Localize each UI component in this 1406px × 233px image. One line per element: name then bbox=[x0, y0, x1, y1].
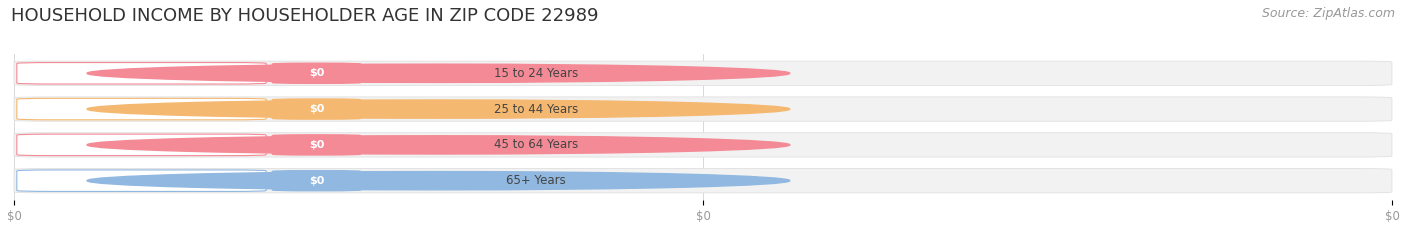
FancyBboxPatch shape bbox=[17, 134, 266, 156]
FancyBboxPatch shape bbox=[271, 98, 361, 120]
FancyBboxPatch shape bbox=[17, 62, 266, 84]
Circle shape bbox=[87, 100, 790, 118]
Text: 15 to 24 Years: 15 to 24 Years bbox=[494, 67, 578, 80]
Text: $0: $0 bbox=[309, 104, 325, 114]
FancyBboxPatch shape bbox=[14, 97, 1392, 121]
Text: 65+ Years: 65+ Years bbox=[506, 174, 567, 187]
FancyBboxPatch shape bbox=[17, 170, 266, 192]
FancyBboxPatch shape bbox=[271, 170, 361, 192]
Text: Source: ZipAtlas.com: Source: ZipAtlas.com bbox=[1261, 7, 1395, 20]
Text: 45 to 64 Years: 45 to 64 Years bbox=[494, 138, 578, 151]
Text: $0: $0 bbox=[309, 68, 325, 78]
FancyBboxPatch shape bbox=[14, 168, 1392, 193]
Text: 25 to 44 Years: 25 to 44 Years bbox=[494, 103, 578, 116]
Text: HOUSEHOLD INCOME BY HOUSEHOLDER AGE IN ZIP CODE 22989: HOUSEHOLD INCOME BY HOUSEHOLDER AGE IN Z… bbox=[11, 7, 599, 25]
FancyBboxPatch shape bbox=[14, 133, 1392, 157]
FancyBboxPatch shape bbox=[14, 61, 1392, 86]
Circle shape bbox=[87, 64, 790, 82]
FancyBboxPatch shape bbox=[17, 98, 266, 120]
Text: $0: $0 bbox=[309, 140, 325, 150]
Circle shape bbox=[87, 171, 790, 190]
FancyBboxPatch shape bbox=[271, 62, 361, 84]
FancyBboxPatch shape bbox=[271, 134, 361, 156]
Circle shape bbox=[87, 136, 790, 154]
Text: $0: $0 bbox=[309, 176, 325, 186]
